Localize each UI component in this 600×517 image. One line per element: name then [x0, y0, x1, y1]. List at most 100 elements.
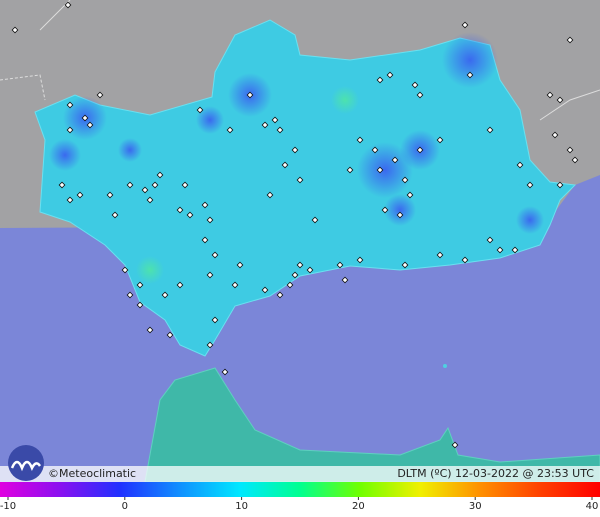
station: [496, 246, 504, 254]
station: [64, 1, 72, 9]
station: [136, 281, 144, 289]
station: [66, 196, 74, 204]
station: [526, 181, 534, 189]
station: [246, 91, 254, 99]
logo-mark: [10, 460, 42, 472]
station: [166, 331, 174, 339]
station: [416, 146, 424, 154]
station: [436, 251, 444, 259]
station: [451, 441, 459, 449]
border: [539, 89, 600, 121]
station: [486, 126, 494, 134]
station: [416, 91, 424, 99]
station: [126, 181, 134, 189]
station: [261, 121, 269, 129]
station: [336, 261, 344, 269]
station: [261, 286, 269, 294]
station: [206, 341, 214, 349]
colorbar-tick-label: -10: [0, 501, 16, 512]
credit: ©Meteoclimatic: [48, 467, 136, 480]
station: [396, 211, 404, 219]
station: [11, 26, 19, 34]
station: [266, 191, 274, 199]
caption-bar: [0, 466, 600, 482]
station: [211, 316, 219, 324]
station: [516, 161, 524, 169]
station: [126, 291, 134, 299]
station: [201, 201, 209, 209]
station: [186, 211, 194, 219]
station: [311, 216, 319, 224]
colorbar-tick-label: 30: [469, 501, 482, 512]
station: [221, 368, 229, 376]
station: [401, 176, 409, 184]
station: [376, 76, 384, 84]
station: [236, 261, 244, 269]
station: [571, 156, 579, 164]
station: [196, 106, 204, 114]
station: [566, 36, 574, 44]
station: [281, 161, 289, 169]
station: [276, 126, 284, 134]
station: [231, 281, 239, 289]
station: [146, 196, 154, 204]
colorbar-ticks: -10 0 10 20 30 40: [0, 497, 598, 512]
station: [66, 101, 74, 109]
region-andalusia: [34, 19, 577, 357]
station: [76, 191, 84, 199]
station: [356, 256, 364, 264]
station: [291, 146, 299, 154]
station: [306, 266, 314, 274]
station: [86, 121, 94, 129]
station: [271, 116, 279, 124]
station: [66, 126, 74, 134]
station: [211, 251, 219, 259]
station: [156, 171, 164, 179]
station: [146, 326, 154, 334]
station: [286, 281, 294, 289]
station: [406, 191, 414, 199]
station: [296, 176, 304, 184]
station: [121, 266, 129, 274]
station: [296, 261, 304, 269]
colorbar-tick-label: 40: [586, 501, 599, 512]
island: [443, 364, 447, 368]
station: [291, 271, 299, 279]
station: [346, 166, 354, 174]
land-morocco: [144, 367, 600, 483]
station: [381, 206, 389, 214]
station: [136, 301, 144, 309]
station: [391, 156, 399, 164]
station: [181, 181, 189, 189]
station: [556, 96, 564, 104]
station: [466, 71, 474, 79]
colorbar: [0, 482, 600, 497]
station: [341, 276, 349, 284]
station: [141, 186, 149, 194]
station: [96, 91, 104, 99]
station: [376, 166, 384, 174]
station: [276, 291, 284, 299]
station: [411, 81, 419, 89]
station: [176, 281, 184, 289]
colorbar-tick-label: 0: [122, 501, 128, 512]
station: [461, 21, 469, 29]
station: [58, 181, 66, 189]
station: [401, 261, 409, 269]
station: [226, 126, 234, 134]
station: [106, 191, 114, 199]
colorbar-tick-label: 10: [235, 501, 248, 512]
station: [81, 114, 89, 122]
station: [206, 271, 214, 279]
station: [566, 146, 574, 154]
station: [556, 181, 564, 189]
station: [151, 181, 159, 189]
caption: DLTM (ºC) 12-03-2022 @ 23:53 UTC: [397, 467, 594, 480]
station: [551, 131, 559, 139]
station: [436, 136, 444, 144]
station: [486, 236, 494, 244]
station: [206, 216, 214, 224]
border: [0, 74, 46, 101]
station: [201, 236, 209, 244]
station: [356, 136, 364, 144]
